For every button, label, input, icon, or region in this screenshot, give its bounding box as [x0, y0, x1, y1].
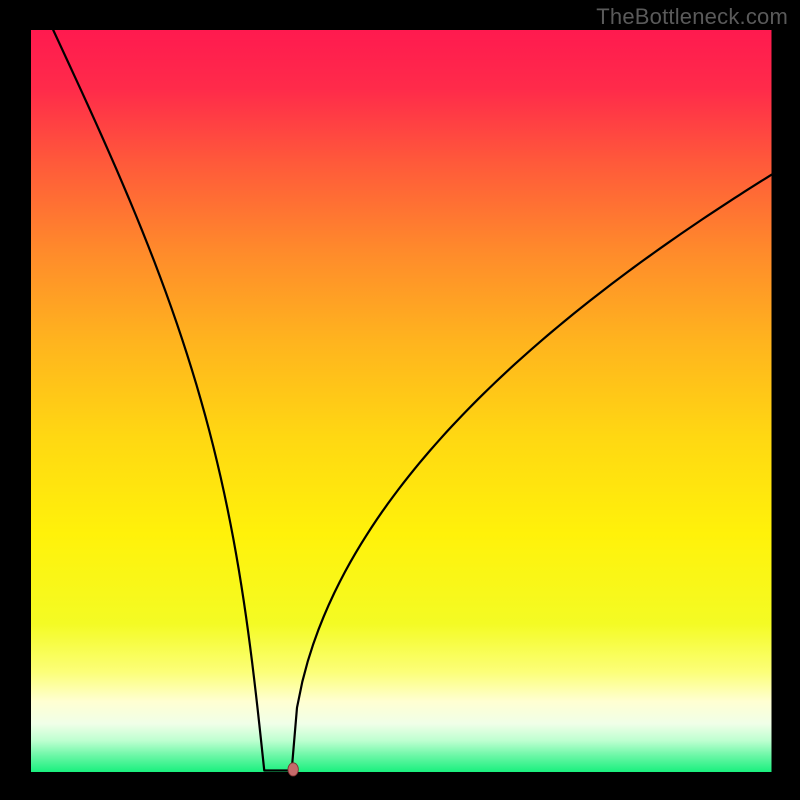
watermark-text: TheBottleneck.com — [596, 4, 788, 30]
chart-plot-area — [31, 30, 772, 772]
bottleneck-chart — [0, 0, 800, 800]
optimal-marker — [288, 763, 298, 776]
